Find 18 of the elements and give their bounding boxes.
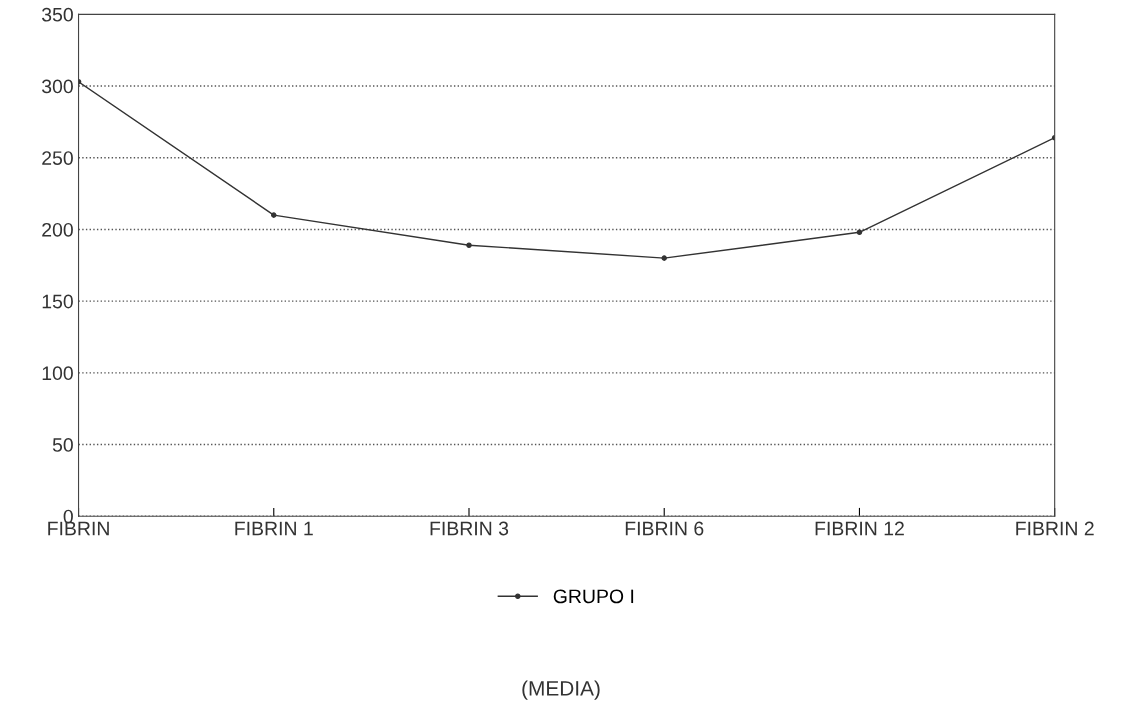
y-tick-label: 250 xyxy=(42,151,73,165)
x-tick-label: FIBRIN 1 xyxy=(235,521,313,536)
x-tick-label: FIBRIN 12 xyxy=(815,521,904,536)
text: (MEDIA) xyxy=(522,680,600,700)
legend-label: GRUPO I xyxy=(553,589,634,604)
x-tick-label: FIBRIN 2 xyxy=(1016,521,1094,536)
y-tick-label: 350 xyxy=(41,7,73,22)
point xyxy=(856,229,863,236)
x-tick-label: FIBRIN 3 xyxy=(430,521,509,536)
y-tick-label: 50 xyxy=(52,438,73,452)
y-tick-label: 100 xyxy=(42,366,73,381)
y-tick-label: 300 xyxy=(41,79,73,94)
y-tick-label: 150 xyxy=(42,294,73,309)
point xyxy=(466,242,472,248)
point xyxy=(661,255,668,261)
point xyxy=(270,212,277,218)
y-tick-label: 200 xyxy=(42,222,73,237)
x-tick-label: FIBRIN 6 xyxy=(625,521,704,536)
